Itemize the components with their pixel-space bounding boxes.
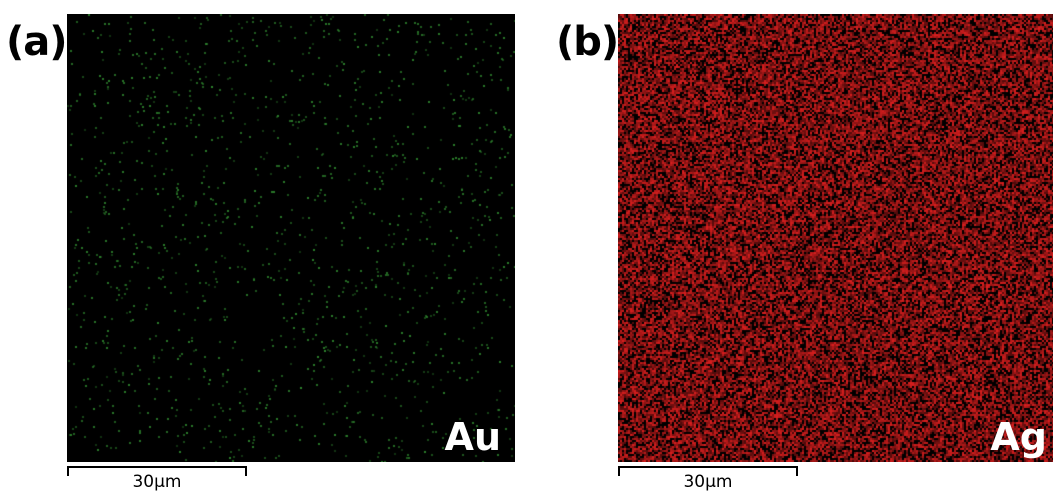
- panel-a-label: (a): [6, 19, 68, 65]
- panel-b-label: (b): [556, 19, 619, 65]
- scale-bar-b: 30µm: [618, 466, 798, 491]
- au-elemental-map: Au: [67, 14, 515, 462]
- au-element-label: Au: [444, 415, 501, 459]
- ag-elemental-map: Ag: [618, 14, 1053, 462]
- scale-bar-b-text: 30µm: [683, 472, 733, 492]
- scale-bar-a-text: 30µm: [132, 472, 182, 492]
- au-dot-map: [67, 14, 515, 462]
- ag-dot-map: [618, 14, 1053, 462]
- ag-element-label: Ag: [990, 415, 1047, 459]
- scale-bar-a: 30µm: [67, 466, 247, 491]
